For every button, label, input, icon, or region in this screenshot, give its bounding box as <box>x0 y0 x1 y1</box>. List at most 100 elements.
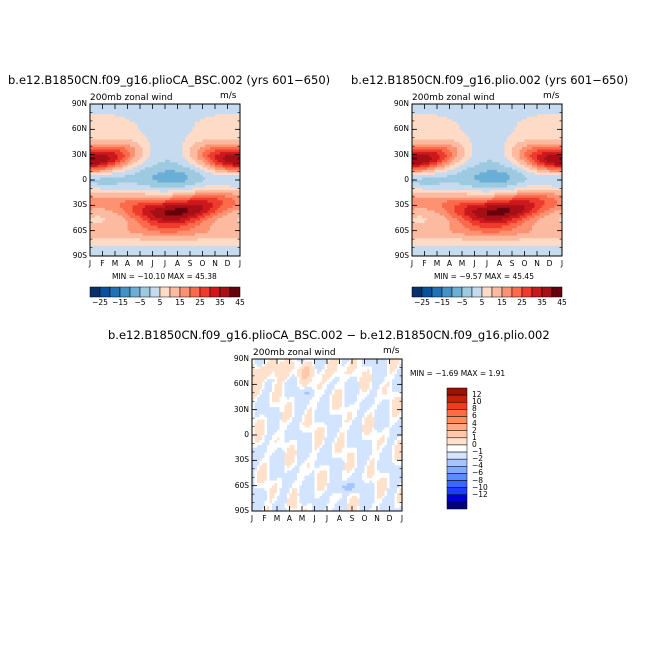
field-cell <box>165 245 168 249</box>
field-cell <box>477 136 480 140</box>
field-cell <box>112 228 116 232</box>
field-cell <box>127 212 131 216</box>
field-cell <box>195 223 198 226</box>
field-cell <box>235 220 238 224</box>
field-cell <box>230 192 233 196</box>
field-cell <box>180 114 183 118</box>
field-cell <box>130 192 133 196</box>
field-cell <box>552 109 555 112</box>
field-cell <box>220 253 223 257</box>
field-cell <box>140 177 143 181</box>
field-cell <box>532 142 535 145</box>
field-cell <box>212 134 216 138</box>
field-cell <box>125 220 128 224</box>
field-cell <box>210 142 213 145</box>
field-cell <box>160 215 163 219</box>
field-cell <box>522 139 525 143</box>
field-cell <box>487 154 490 158</box>
field-cell <box>542 126 545 130</box>
field-cell <box>132 197 136 201</box>
field-cell <box>170 180 173 183</box>
field-cell <box>492 104 495 107</box>
field-cell <box>117 235 121 239</box>
field-cell <box>200 200 203 204</box>
field-cell <box>140 223 143 226</box>
field-cell <box>427 142 430 145</box>
field-cell <box>135 131 138 135</box>
field-cell <box>419 131 423 135</box>
field-cell <box>140 230 143 234</box>
field-cell <box>220 164 223 168</box>
field-cell <box>222 131 226 135</box>
field-cell <box>142 207 146 211</box>
field-cell <box>152 233 156 237</box>
field-cell <box>484 121 488 125</box>
field-cell <box>120 134 123 138</box>
field-cell <box>120 167 123 171</box>
field-cell <box>165 250 168 254</box>
field-cell <box>145 144 148 148</box>
field-cell <box>532 109 535 112</box>
field-cell <box>155 172 158 176</box>
field-cell <box>474 154 478 158</box>
field-cell <box>544 121 548 125</box>
field-cell <box>192 225 196 229</box>
field-cell <box>197 180 201 183</box>
field-cell <box>167 164 171 168</box>
field-cell <box>509 142 513 145</box>
field-cell <box>424 104 428 107</box>
field-cell <box>160 157 163 161</box>
field-cell <box>512 134 515 138</box>
field-cell <box>454 116 458 120</box>
field-cell <box>197 154 201 158</box>
field-cell <box>140 202 143 206</box>
field-cell <box>135 225 138 229</box>
field-cell <box>432 111 435 115</box>
field-cell <box>102 147 106 150</box>
x-tick-label: S <box>187 259 193 268</box>
field-cell <box>532 119 535 123</box>
field-cell <box>554 126 558 130</box>
field-cell <box>414 149 418 153</box>
field-cell <box>200 131 203 135</box>
field-cell <box>140 238 143 242</box>
field-cell <box>155 180 158 183</box>
field-cell <box>205 243 208 247</box>
x-tick-label: A <box>124 259 131 268</box>
field-cell <box>92 180 96 183</box>
field-cell <box>457 136 460 140</box>
field-cell <box>232 162 236 166</box>
field-cell <box>157 121 161 125</box>
field-cell <box>484 154 488 158</box>
field-cell <box>414 136 418 140</box>
field-cell <box>152 210 156 214</box>
field-cell <box>112 124 116 128</box>
field-cell <box>90 149 93 153</box>
field-cell <box>514 111 518 115</box>
field-cell <box>142 106 146 110</box>
field-cell <box>187 205 191 209</box>
field-cell <box>197 207 201 211</box>
field-cell <box>509 114 513 118</box>
field-cell <box>125 134 128 138</box>
field-cell <box>417 157 420 161</box>
field-cell <box>177 124 181 128</box>
field-cell <box>454 124 458 128</box>
field-cell <box>150 187 153 191</box>
field-cell <box>549 152 553 156</box>
field-cell <box>192 174 196 178</box>
field-cell <box>529 116 533 120</box>
field-cell <box>167 185 171 188</box>
field-cell <box>504 142 508 145</box>
field-cell <box>125 243 128 247</box>
field-cell <box>512 104 515 107</box>
field-cell <box>155 119 158 123</box>
field-cell <box>190 154 193 158</box>
field-cell <box>519 149 523 153</box>
field-cell <box>100 177 103 181</box>
field-cell <box>140 185 143 188</box>
field-cell <box>449 121 453 125</box>
field-cell <box>97 202 101 206</box>
field-cell <box>237 243 241 247</box>
field-cell <box>232 230 236 234</box>
